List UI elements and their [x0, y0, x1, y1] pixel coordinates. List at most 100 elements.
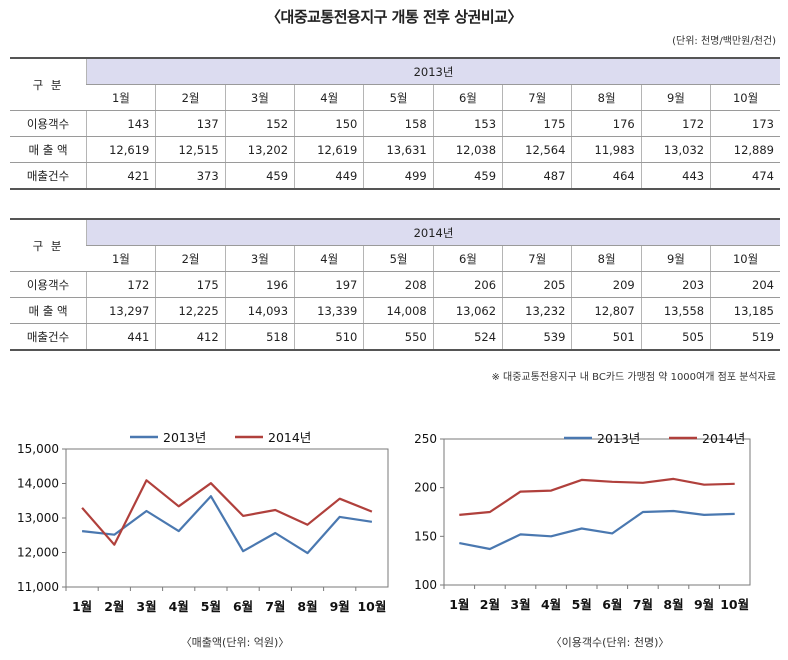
- table-cell: 539: [502, 323, 572, 351]
- y-tick-label: 250: [414, 432, 437, 446]
- table-month-header: 2월: [155, 84, 226, 111]
- table-row-label: 매 출 액: [10, 297, 87, 324]
- table-month-header: 1월: [86, 245, 156, 272]
- y-tick-label: 11,000: [17, 580, 59, 594]
- source-note: ※ 대중교통전용지구 내 BC카드 가맹점 약 1000여개 점포 분석자료: [491, 372, 776, 383]
- visitors-line-chart: 100 150 200 250 1월 2월 3월 4월 5월 6월 7월 8월 9월 10월 2013년 20…: [414, 431, 751, 612]
- table-cell: 176: [571, 110, 642, 137]
- table-cell: 13,062: [432, 297, 503, 324]
- series-line-2014: [459, 477, 735, 516]
- table-cell: 12,564: [502, 136, 572, 163]
- table-cell: 13,232: [502, 297, 572, 324]
- table-month-header: 6월: [432, 245, 503, 272]
- table-cell: 206: [432, 271, 503, 298]
- table-cell: 175: [155, 271, 226, 298]
- x-tick-label: 4월: [541, 597, 561, 612]
- table-cell: 172: [640, 110, 711, 137]
- table-2014: 구 분 2014년 1월 2월 3월 4월 5월 6월 7월 8월 9월 10월 이용객수 172 175 1…: [10, 218, 780, 351]
- x-tick-label: 5월: [201, 599, 221, 614]
- x-tick-label: 10월: [720, 597, 749, 612]
- page-title: 〈대중교통전용지구 개통 전후 상권비교〉: [266, 8, 522, 26]
- table-cell: 474: [710, 162, 780, 190]
- x-tick-label: 1월: [449, 597, 469, 612]
- table-cell: 204: [710, 271, 780, 298]
- legend-label: 2014년: [702, 431, 745, 446]
- legend-label: 2014년: [268, 430, 311, 445]
- x-tick-label: 2월: [480, 597, 500, 612]
- x-tick-label: 6월: [233, 599, 253, 614]
- table-row-label: 매 출 액: [10, 136, 87, 163]
- series-line-2014: [81, 479, 373, 546]
- table-cell: 11,983: [571, 136, 642, 163]
- table-cell: 14,008: [363, 297, 434, 324]
- table-cell: 519: [710, 323, 780, 351]
- table-cell: 441: [85, 323, 156, 351]
- table-cell: 459: [432, 162, 503, 190]
- table-cell: 13,558: [640, 297, 711, 324]
- x-tick-label: 6월: [602, 597, 622, 612]
- table-cell: 13,185: [710, 297, 780, 324]
- x-tick-label: 3월: [510, 597, 530, 612]
- table-cell: 12,225: [155, 297, 226, 324]
- table-cell: 12,515: [155, 136, 226, 163]
- table-cell: 464: [571, 162, 642, 190]
- sales-line-chart: 11,000 12,000 13,000 14,000 15,000 1월 2월 3월 4월 5월…: [17, 430, 389, 614]
- table-cell: 550: [363, 323, 434, 351]
- table-cell: 152: [224, 110, 295, 137]
- table-month-header: 9월: [640, 84, 711, 111]
- x-tick-label: 9월: [694, 597, 714, 612]
- x-tick-label: 10월: [357, 599, 386, 614]
- table-cell: 459: [224, 162, 295, 190]
- table-cell: 203: [640, 271, 711, 298]
- x-tick-label: 5월: [572, 597, 592, 612]
- x-tick-label: 8월: [663, 597, 683, 612]
- table-cell: 443: [640, 162, 711, 190]
- x-tick-label: 9월: [330, 599, 350, 614]
- table-2013: 구 분 2013년 1월 2월 3월 4월 5월 6월 7월 8월 9월 10월 이용객수 143 137 1…: [10, 57, 780, 190]
- table-cell: 137: [155, 110, 226, 137]
- table-month-header: 10월: [710, 84, 780, 111]
- table-cell: 12,619: [85, 136, 156, 163]
- table-cell: 13,339: [294, 297, 364, 324]
- table-row: 매출건수 421 373 459 449 499 459 487 464 443 474: [10, 162, 780, 190]
- table-row-label: 이용객수: [10, 110, 87, 137]
- legend-label: 2013년: [597, 431, 640, 446]
- table-cell: 412: [155, 323, 226, 351]
- table-cell: 208: [363, 271, 434, 298]
- y-tick-label: 150: [414, 529, 437, 543]
- table-month-header: 3월: [224, 84, 295, 111]
- table-month-header: 7월: [502, 84, 572, 111]
- table-cell: 173: [710, 110, 780, 137]
- table-row-label: 매출건수: [10, 162, 87, 190]
- table-month-header: 5월: [363, 84, 434, 111]
- x-tick-label: 1월: [72, 599, 92, 614]
- table-cell: 12,619: [294, 136, 364, 163]
- table-cell: 205: [502, 271, 572, 298]
- table-cell: 158: [363, 110, 434, 137]
- x-tick-label: 8월: [297, 599, 317, 614]
- table-cell: 487: [502, 162, 572, 190]
- table-cell: 172: [85, 271, 156, 298]
- table-cell: 421: [85, 162, 156, 190]
- table-cell: 12,807: [571, 297, 642, 324]
- x-tick-label: 7월: [633, 597, 653, 612]
- table-month-header: 8월: [571, 84, 642, 111]
- y-tick-label: 200: [414, 481, 437, 495]
- table-cell: 197: [294, 271, 364, 298]
- table-row: 이용객수 172 175 196 197 208 206 205 209 203 204: [10, 271, 780, 298]
- table-month-header: 2월: [155, 245, 226, 272]
- table-month-header: 3월: [224, 245, 295, 272]
- table-month-header: 5월: [363, 245, 434, 272]
- table-month-header: 6월: [432, 84, 503, 111]
- table-cell: 175: [502, 110, 572, 137]
- table-month-header: 1월: [86, 84, 156, 111]
- table-row-label: 이용객수: [10, 271, 87, 298]
- table-row-label: 매출건수: [10, 323, 87, 351]
- chart-caption-sales: 〈매출액(단위: 억원)〉: [180, 636, 290, 649]
- x-tick-label: 7월: [265, 599, 285, 614]
- table-cell: 510: [294, 323, 364, 351]
- x-tick-label: 3월: [136, 599, 156, 614]
- table-cell: 150: [294, 110, 364, 137]
- table-row: 이용객수 143 137 152 150 158 153 175 176 172 173: [10, 110, 780, 137]
- y-tick-label: 15,000: [17, 442, 59, 456]
